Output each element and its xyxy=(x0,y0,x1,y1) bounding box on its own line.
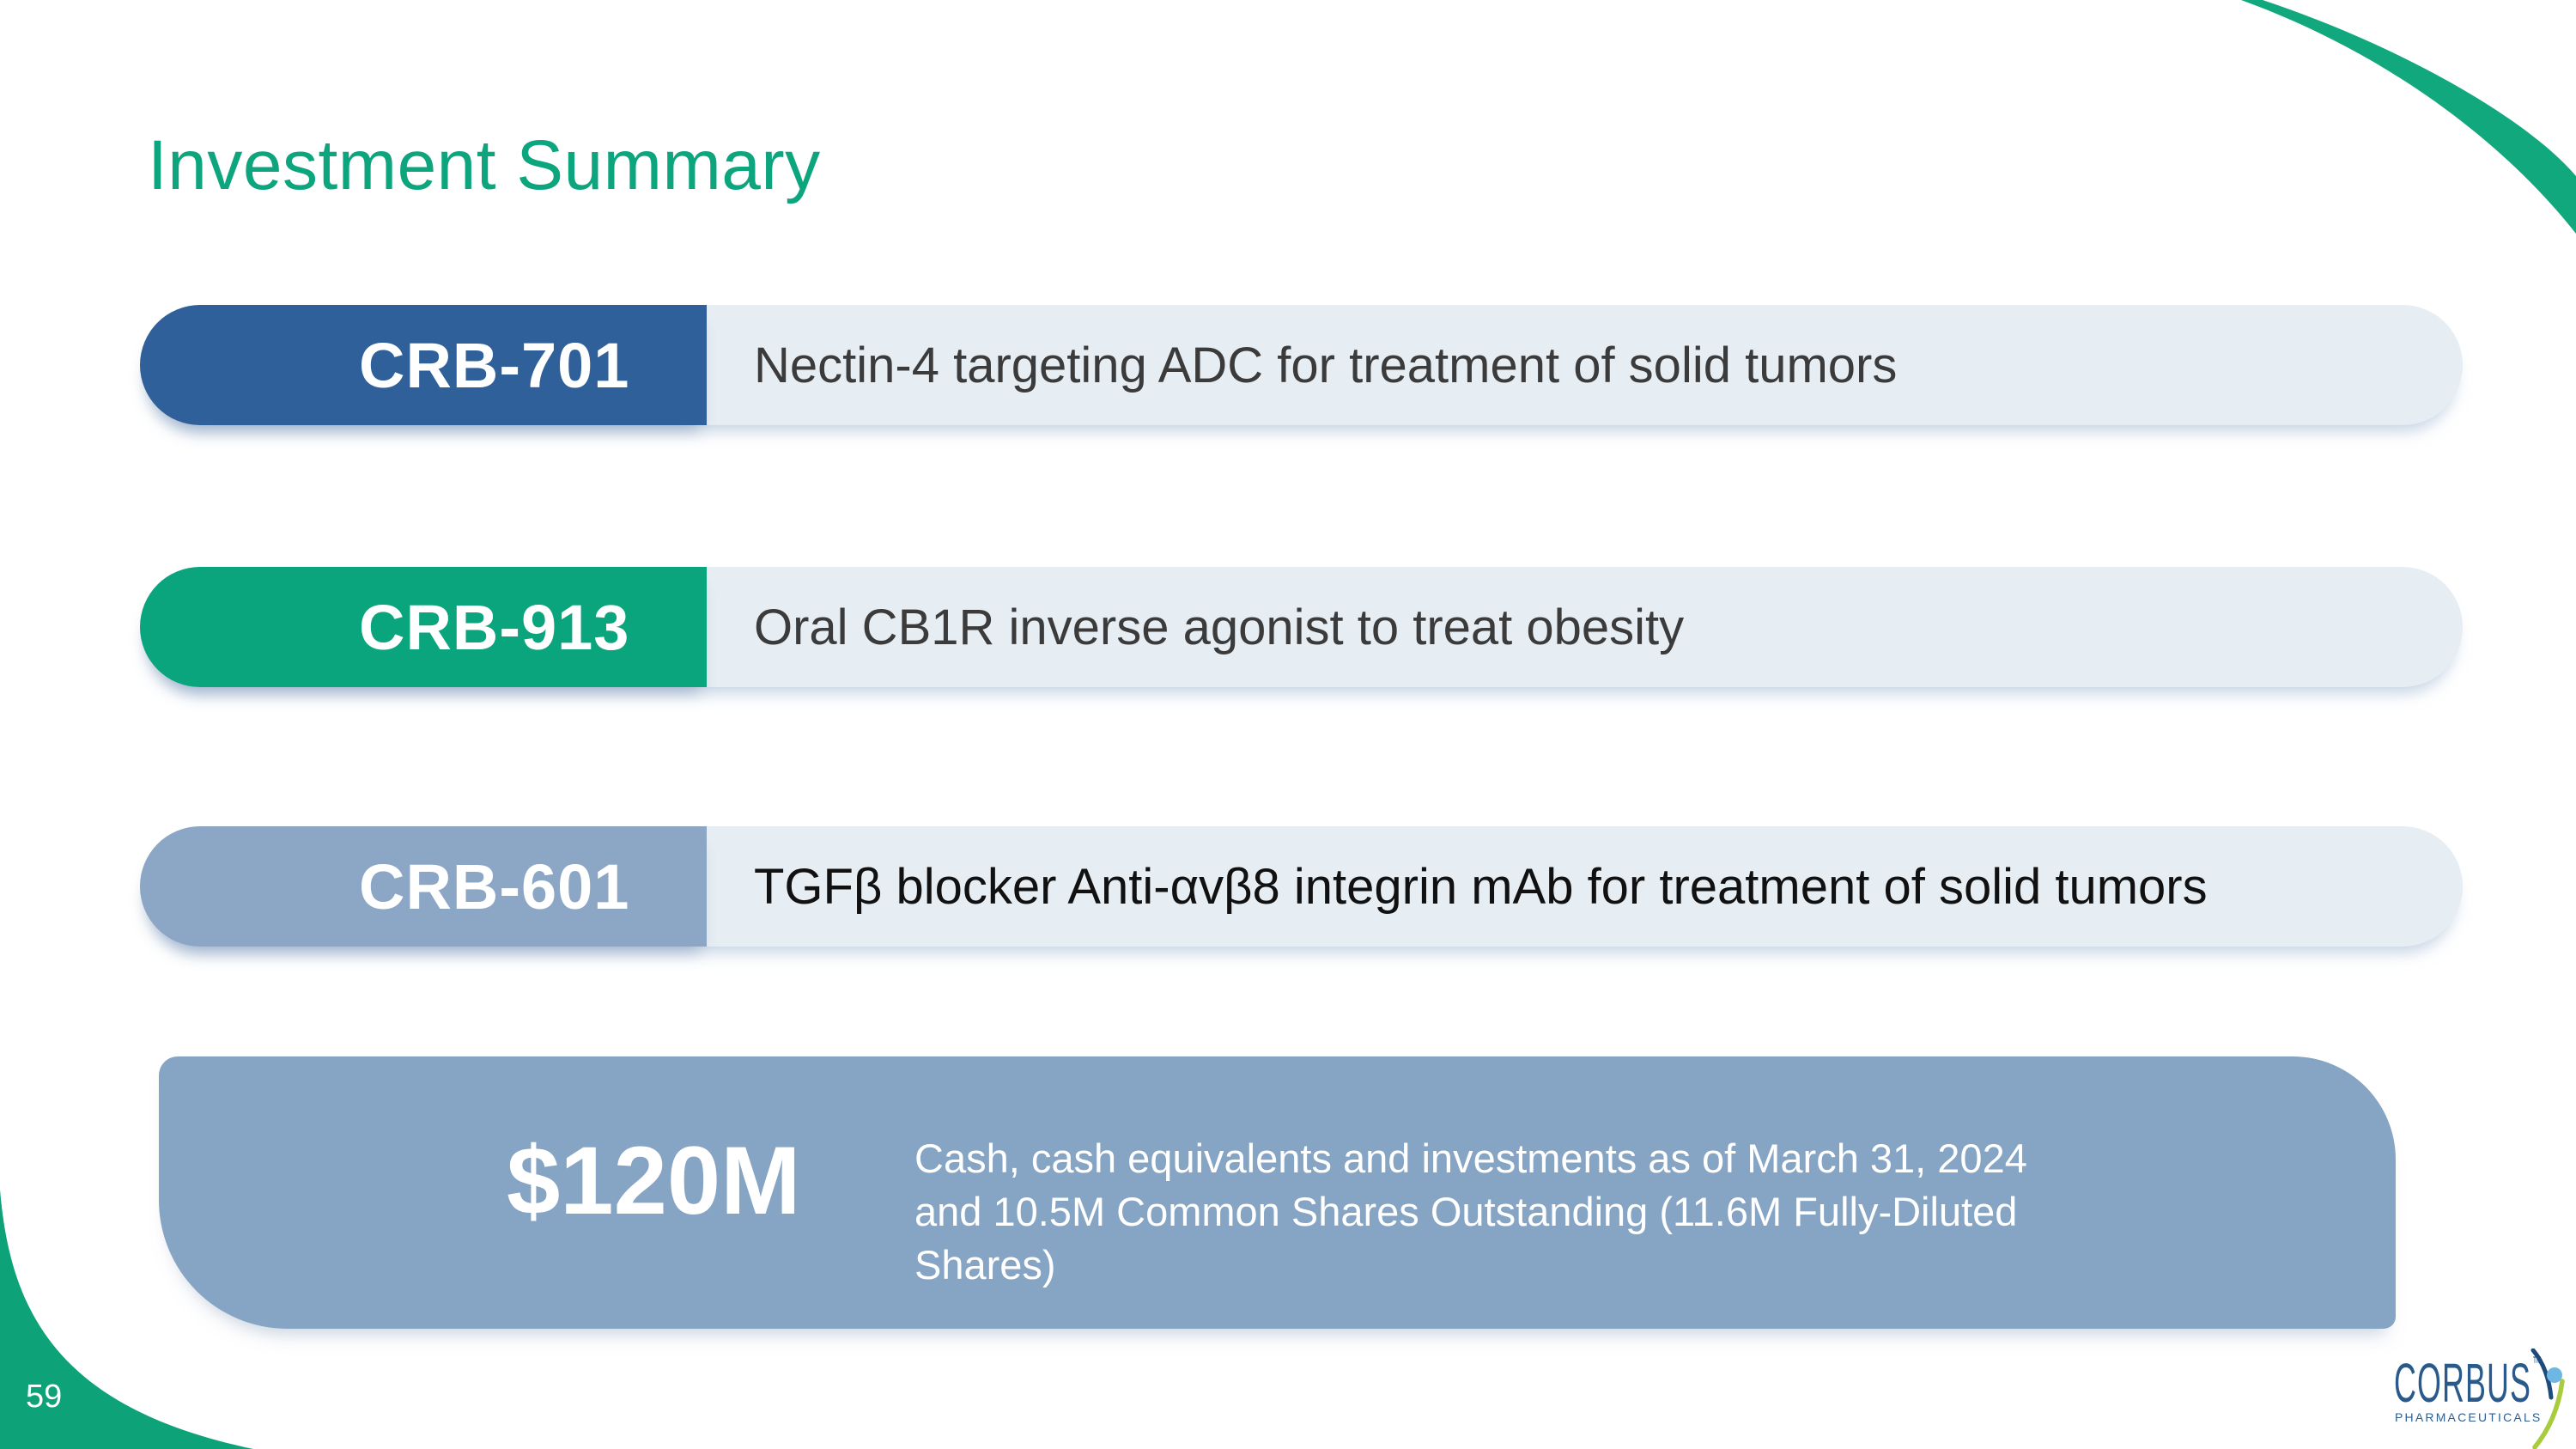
program-pill-crb-601: CRB-601 xyxy=(140,826,707,947)
program-code: CRB-601 xyxy=(359,850,630,922)
financial-description-line: and 10.5M Common Shares Outstanding (11.… xyxy=(914,1189,2018,1234)
program-pill-crb-701: CRB-701 xyxy=(140,305,707,425)
program-description: Oral CB1R inverse agonist to treat obesi… xyxy=(754,599,1685,655)
logo-figure-blue-arc xyxy=(2530,1349,2554,1400)
logo-figure-icon xyxy=(2530,1349,2565,1449)
page-title: Investment Summary xyxy=(148,126,821,204)
logo-wordmark-wrap: CORBUS™ xyxy=(2394,1354,2543,1410)
financial-description: Cash, cash equivalents and investments a… xyxy=(914,1132,2027,1292)
cash-amount: $120M xyxy=(507,1127,801,1234)
logo-subtitle: PHARMACEUTICALS xyxy=(2395,1410,2543,1424)
page-number: 59 xyxy=(26,1379,63,1415)
program-description: Nectin-4 targeting ADC for treatment of … xyxy=(754,337,1898,393)
trademark-symbol: ™ xyxy=(2532,1354,2543,1373)
program-description: TGFβ blocker Anti-αvβ8 integrin mAb for … xyxy=(754,858,2208,915)
program-code: CRB-913 xyxy=(359,591,630,663)
financial-description-line: Cash, cash equivalents and investments a… xyxy=(914,1135,2027,1181)
logo-wordmark: CORBUS xyxy=(2394,1352,2532,1414)
corbus-logo: CORBUS™ PHARMACEUTICALS xyxy=(2387,1349,2576,1449)
financial-summary-panel: $120M Cash, cash equivalents and investm… xyxy=(159,1056,2396,1329)
program-code: CRB-701 xyxy=(359,329,630,401)
logo-figure-head-dot xyxy=(2547,1367,2562,1383)
program-row-crb-913: CRB-913 Oral CB1R inverse agonist to tre… xyxy=(140,567,2463,687)
bottom-left-corner-decoration xyxy=(0,1190,253,1449)
program-row-crb-601: CRB-601 TGFβ blocker Anti-αvβ8 integrin … xyxy=(140,826,2463,947)
program-row-crb-701: CRB-701 Nectin-4 targeting ADC for treat… xyxy=(140,305,2463,425)
logo-figure-green-arc xyxy=(2532,1379,2565,1449)
financial-description-line: Shares) xyxy=(914,1242,1056,1288)
top-right-arc-decoration xyxy=(2241,0,2576,234)
program-pill-crb-913: CRB-913 xyxy=(140,567,707,687)
